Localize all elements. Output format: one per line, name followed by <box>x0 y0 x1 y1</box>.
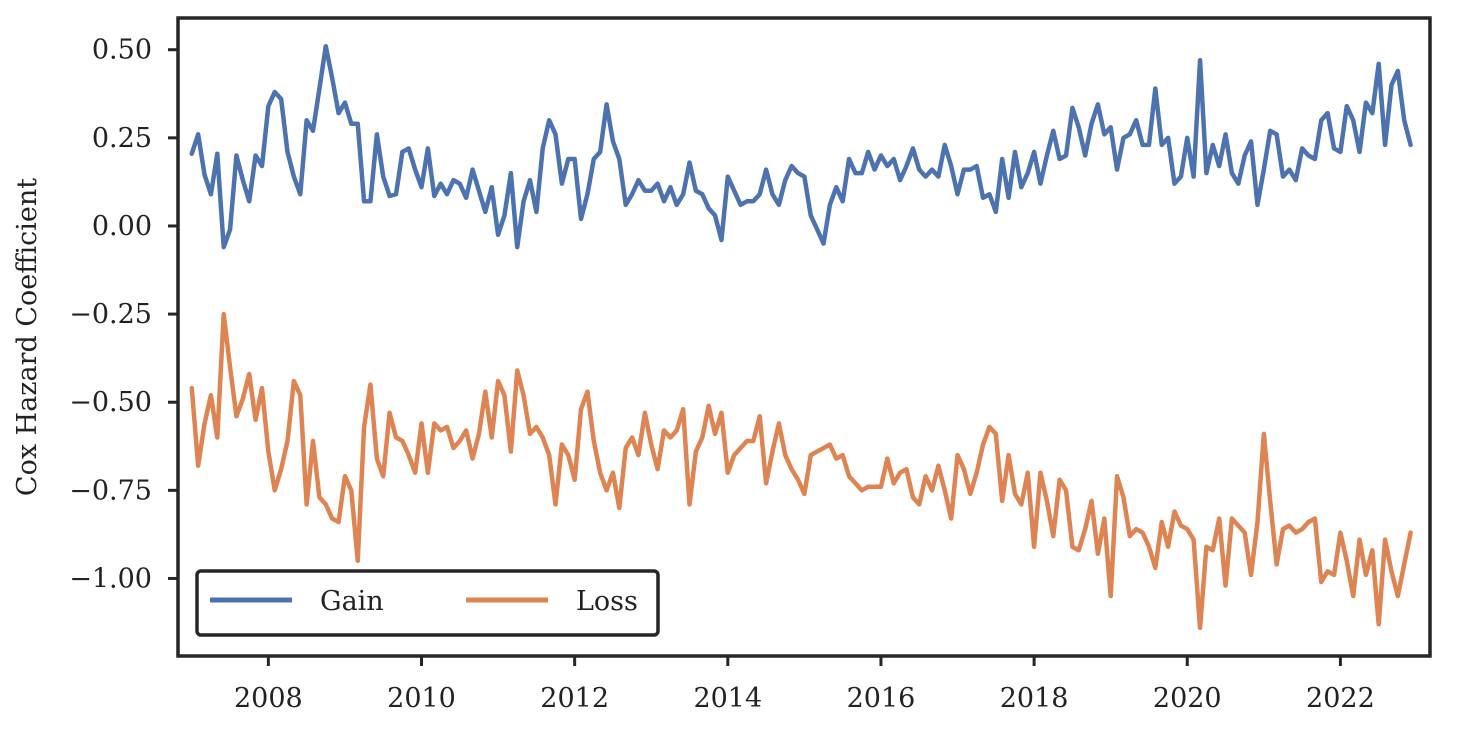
y-tick-label: 0.25 <box>92 123 152 154</box>
x-tick-label: 2014 <box>693 683 762 714</box>
x-tick-label: 2012 <box>540 683 609 714</box>
series-layer <box>189 43 1413 631</box>
y-tick-label: −1.00 <box>69 563 152 594</box>
y-tick-label: −0.25 <box>69 299 152 330</box>
y-axis: 0.50 0.25 0.00 −0.25 −0.50 −0.75 −1.00 <box>69 35 178 594</box>
legend-gain-label: Gain <box>320 586 384 617</box>
x-axis: 2008 2010 2012 2014 2016 2018 2020 2022 <box>234 656 1375 714</box>
x-tick-label: 2008 <box>234 683 303 714</box>
plot-frame <box>176 16 1432 658</box>
series-line-gain <box>189 43 1413 250</box>
series-line-loss <box>189 311 1413 631</box>
x-tick-label: 2018 <box>1000 683 1069 714</box>
legend-box <box>195 569 660 637</box>
y-tick-label: −0.50 <box>69 387 152 418</box>
legend-loss-label: Loss <box>576 586 638 617</box>
y-tick-label: 0.00 <box>92 211 152 242</box>
y-tick-label: 0.50 <box>92 35 152 66</box>
x-tick-label: 2016 <box>847 683 916 714</box>
y-tick-label: −0.75 <box>69 475 152 506</box>
y-axis-label: Cox Hazard Coefficient <box>12 178 43 496</box>
legend: Gain Loss <box>195 569 660 637</box>
x-tick-label: 2020 <box>1153 683 1222 714</box>
x-tick-label: 2010 <box>387 683 456 714</box>
x-tick-label: 2022 <box>1306 683 1375 714</box>
